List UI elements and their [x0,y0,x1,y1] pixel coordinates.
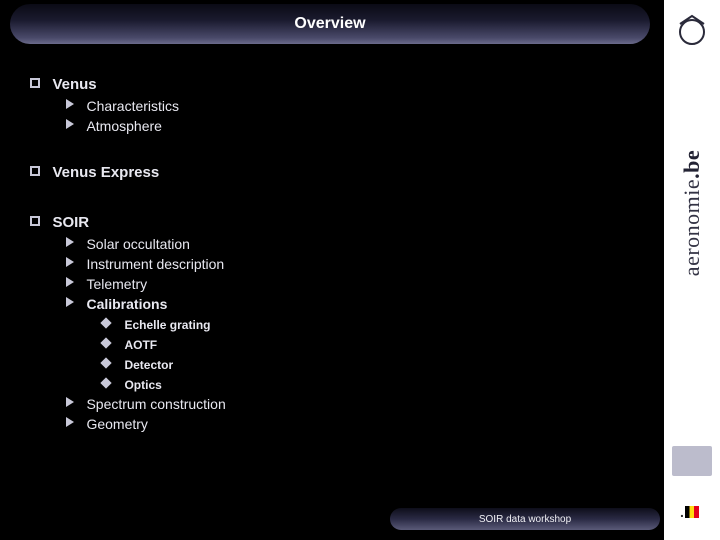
section-venus-express: Venus Express [30,164,630,182]
item-label: Solar occultation [86,236,190,252]
subitem-label: Echelle grating [124,318,210,332]
item-label: Geometry [86,416,147,432]
item-label: Telemetry [86,276,147,292]
section-soir: SOIR [30,214,630,232]
subitem-echelle: Echelle grating [100,316,630,334]
brand-text: aeronomie.be [679,113,705,313]
title-bar: Overview [10,4,650,44]
flag-stripes-icon [685,506,699,518]
arrow-bullet-icon [66,99,74,109]
square-bullet-icon [30,216,40,226]
item-label: Characteristics [86,98,179,114]
square-bullet-icon [30,166,40,176]
subitem-label: Optics [124,378,161,392]
section-venus: Venus [30,76,630,94]
belgium-flag-icon: . [680,504,708,524]
slide-title: Overview [294,15,365,33]
brand-suffix: .be [679,150,704,179]
item-geometry: Geometry [66,416,630,434]
item-instrument-description: Instrument description [66,256,630,274]
sidebar-banner: aeronomie.be . [664,0,720,540]
item-telemetry: Telemetry [66,276,630,294]
subitem-label: Detector [124,358,173,372]
item-label: Spectrum construction [86,396,225,412]
section-label: Venus [52,76,96,93]
subitem-optics: Optics [100,376,630,394]
subitem-detector: Detector [100,356,630,374]
item-spectrum-construction: Spectrum construction [66,396,630,414]
section-label: Venus Express [52,164,159,181]
diamond-bullet-icon [100,377,111,388]
slide: Overview Venus Characteristics Atmospher… [0,0,720,540]
item-solar-occultation: Solar occultation [66,236,630,254]
content-area: Venus Characteristics Atmosphere Venus E… [30,60,630,434]
arrow-bullet-icon [66,257,74,267]
item-label: Instrument description [86,256,224,272]
subitem-label: AOTF [124,338,157,352]
item-label: Calibrations [86,296,167,312]
flag-prefix: . [680,504,684,520]
item-characteristics: Characteristics [66,98,630,116]
section-label: SOIR [52,214,89,231]
arrow-bullet-icon [66,297,74,307]
item-calibrations: Calibrations [66,296,630,314]
footer-bar: SOIR data workshop [390,508,660,530]
arrow-bullet-icon [66,237,74,247]
diamond-bullet-icon [100,337,111,348]
arrow-bullet-icon [66,397,74,407]
secondary-logo-icon [672,446,712,476]
arrow-bullet-icon [66,277,74,287]
item-label: Atmosphere [86,118,161,134]
square-bullet-icon [30,78,40,88]
arrow-bullet-icon [66,417,74,427]
subitem-aotf: AOTF [100,336,630,354]
footer-text: SOIR data workshop [479,514,571,525]
diamond-bullet-icon [100,317,111,328]
arrow-bullet-icon [66,119,74,129]
brand-prefix: aeronomie [679,179,704,276]
item-atmosphere: Atmosphere [66,118,630,136]
diamond-bullet-icon [100,357,111,368]
brand-logo-icon [674,14,710,50]
